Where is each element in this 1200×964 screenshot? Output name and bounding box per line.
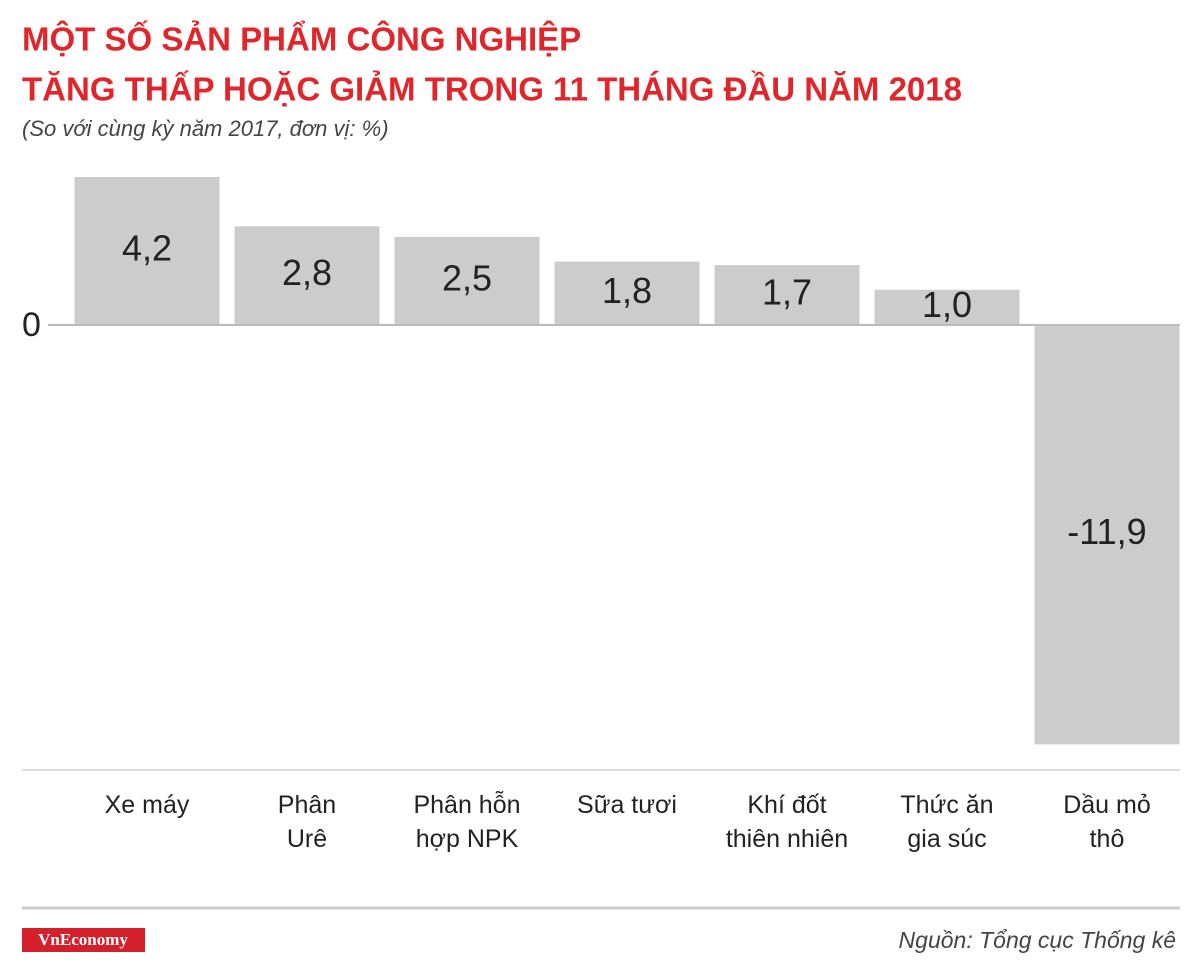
bar: [234, 226, 380, 326]
bar: [394, 236, 540, 326]
value-label: 2,8: [282, 252, 332, 293]
chart-title: TĂNG THẤP HOẶC GIẢM TRONG 11 THÁNG ĐẦU N…: [22, 71, 962, 108]
logo: VnEconomy: [38, 930, 128, 949]
x-tick-label: Phân Urê: [277, 791, 337, 853]
logo-box: [22, 928, 145, 952]
x-tick-label: Phân hỗn hợp NPK: [413, 791, 521, 853]
source: Nguồn: Tổng cục Thống kê: [899, 927, 1176, 953]
x-tick-label: Sữa tươi: [577, 791, 677, 819]
value-label: -11,9: [1067, 511, 1146, 552]
bar: [554, 261, 700, 326]
x-tick-label: Thức ăn gia súc: [900, 791, 994, 853]
x-tick-label: Xe máy: [104, 791, 190, 819]
chart-title: MỘT SỐ SẢN PHẨM CÔNG NGHIỆP: [22, 20, 581, 58]
value-label: 1,0: [922, 284, 972, 325]
bar: [874, 289, 1020, 326]
value-label: 1,8: [602, 270, 652, 311]
value-label: 2,5: [442, 257, 492, 298]
x-tick-label: Khí đốt thiên nhiên: [725, 791, 849, 853]
value-label: 4,2: [122, 228, 172, 269]
bar: [1034, 325, 1180, 745]
subtitle: (So với cùng kỳ năm 2017, đơn vị: %): [22, 116, 389, 141]
x-tick-label: Dầu mỏ thô: [1063, 791, 1151, 853]
y-tick-label: 0: [22, 306, 41, 344]
bar: [714, 265, 860, 326]
bar: [74, 177, 220, 326]
value-label: 1,7: [762, 272, 812, 313]
